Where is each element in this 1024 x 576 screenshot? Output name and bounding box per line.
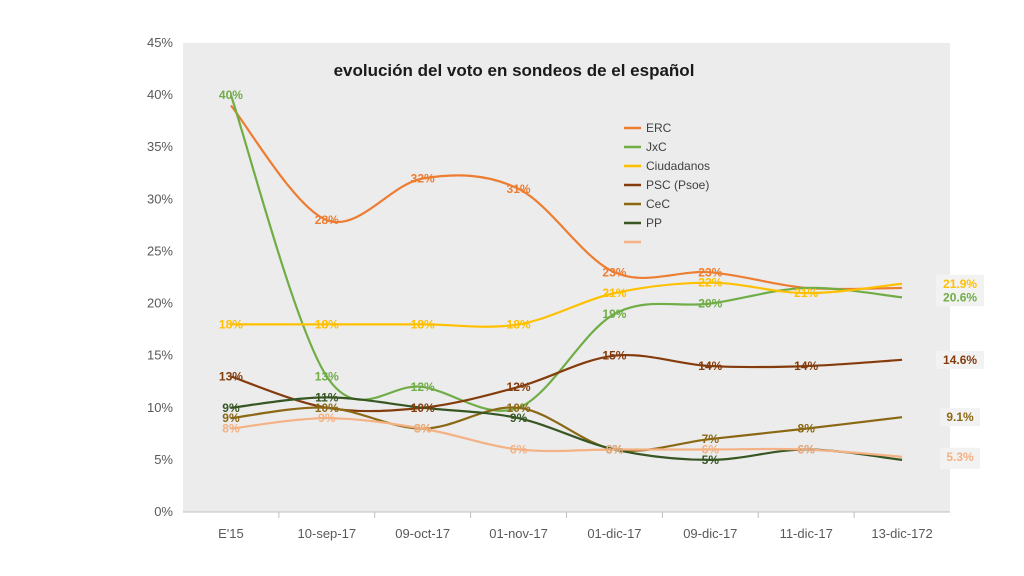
legend: ERC JxC Ciudadanos PSC (Psoe) CeC PP (624, 121, 710, 244)
x-tick-label: 11-dic-17 (780, 526, 833, 541)
data-label: 10% (411, 401, 435, 415)
data-label: 14% (794, 359, 818, 373)
data-label: 18% (507, 317, 531, 331)
data-label: 21% (602, 286, 626, 300)
y-tick-label: 20% (147, 296, 173, 311)
y-tick-label: 15% (147, 348, 173, 363)
data-label: 28% (315, 213, 339, 227)
legend-label: ERC (646, 121, 672, 135)
x-tick-label: 01-nov-17 (489, 526, 548, 541)
data-label: 11% (315, 390, 339, 404)
legend-label: Ciudadanos (646, 159, 710, 173)
data-label: 13% (219, 370, 243, 384)
series-line (230, 281, 903, 328)
data-label: 20% (698, 297, 722, 311)
x-tick-label: 09-oct-17 (395, 526, 450, 541)
y-tick-label: 45% (147, 35, 173, 50)
data-label: 9% (510, 411, 528, 425)
series-lines (229, 94, 903, 461)
data-label: 6% (702, 442, 720, 456)
y-axis-ticks: 0% 5% 10% 15% 20% 25% 30% 35% 40% 45% (147, 35, 173, 519)
data-label: 8% (414, 422, 432, 436)
x-tick-label: 01-dic-17 (587, 526, 641, 541)
legend-label: PSC (Psoe) (646, 178, 709, 192)
data-label: 14.6% (943, 353, 977, 367)
y-tick-label: 35% (147, 139, 173, 154)
data-label-bg (940, 447, 981, 466)
data-label-bg (936, 350, 985, 369)
plot-area (183, 43, 950, 512)
data-label: 9% (222, 411, 240, 425)
legend-label: PP (646, 216, 662, 230)
legend-label: CeC (646, 197, 670, 211)
data-label: 18% (219, 317, 243, 331)
data-label: 19% (602, 307, 626, 321)
data-label: 9% (318, 411, 336, 425)
data-label: 6% (510, 442, 528, 456)
data-label: 8% (222, 422, 240, 436)
data-labels: 28%32%31%23%23%21.5%40%13%12%19%20%20.6%… (219, 88, 985, 469)
data-label: 6% (606, 442, 624, 456)
x-tick-label: 10-sep-17 (298, 526, 357, 541)
data-label: 18% (411, 317, 435, 331)
data-label: 6% (606, 442, 624, 456)
x-tick-label: E'15 (218, 526, 244, 541)
series-line (230, 104, 903, 291)
data-label: 10% (315, 401, 339, 415)
y-tick-label: 10% (147, 400, 173, 415)
chart-title: evolución del voto en sondeos de el espa… (334, 61, 695, 80)
data-label: 12% (507, 380, 531, 394)
data-label: 23% (602, 265, 626, 279)
data-label: 20.6% (943, 290, 977, 304)
data-label: 13% (315, 370, 339, 384)
series-line (230, 406, 903, 452)
data-label: 23% (698, 265, 722, 279)
data-label: 5% (702, 453, 720, 467)
data-label: 21.9% (943, 277, 977, 291)
legend-label: JxC (646, 140, 667, 154)
data-label: 6% (798, 442, 816, 456)
data-label: 31% (507, 182, 531, 196)
x-tick-label: 09-dic-17 (683, 526, 737, 541)
data-label: 14% (698, 359, 722, 373)
x-axis-ticks: E'15 10-sep-17 09-oct-17 01-nov-17 01-dic-17… (218, 512, 933, 541)
data-label-bg (936, 274, 985, 293)
data-label: 6% (798, 442, 816, 456)
y-tick-label: 40% (147, 87, 173, 102)
series-line (230, 417, 903, 458)
y-tick-label: 30% (147, 191, 173, 206)
data-label: 15% (602, 349, 626, 363)
data-label: 8% (414, 422, 432, 436)
data-label: 12% (411, 380, 435, 394)
data-label: 7% (702, 432, 720, 446)
data-label: 22% (698, 276, 722, 290)
data-label-bg (936, 288, 985, 307)
data-label: 21% (794, 286, 818, 300)
series-line (229, 94, 903, 412)
data-label: 18% (315, 317, 339, 331)
data-label: 6% (606, 442, 624, 456)
x-tick-label: 13-dic-172 (871, 526, 932, 541)
y-tick-label: 0% (154, 504, 173, 519)
y-tick-label: 5% (154, 452, 173, 467)
y-tick-label: 25% (147, 243, 173, 258)
data-label: 40% (219, 88, 243, 102)
data-label: 5.3% (946, 450, 974, 464)
data-label: 8% (798, 422, 816, 436)
data-label: 9% (222, 401, 240, 415)
data-label: 32% (411, 171, 435, 185)
data-label: 10% (507, 401, 531, 415)
data-label-bg (940, 408, 981, 427)
data-label: 9.1% (946, 410, 974, 424)
